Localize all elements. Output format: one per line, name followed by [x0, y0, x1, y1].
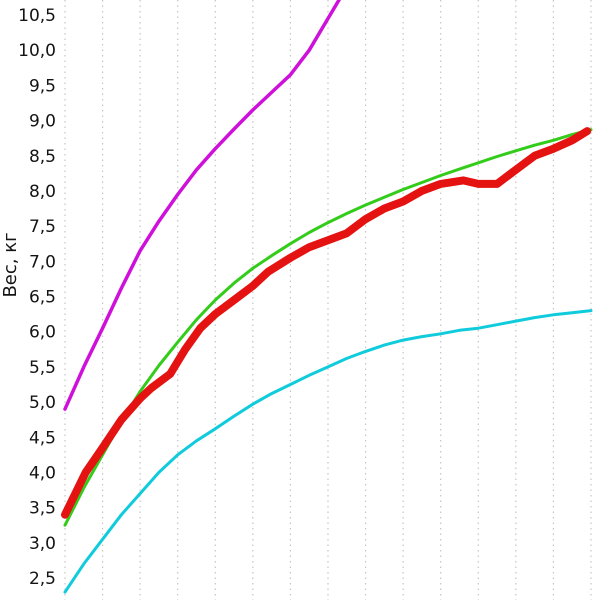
y-tick-label: 10,5 — [18, 6, 56, 26]
series-line-median-percentile — [63, 128, 593, 527]
y-tick-label: 6,0 — [29, 323, 56, 343]
series-layer — [61, 0, 593, 594]
grid-layer — [64, 0, 592, 600]
y-tick-label: 8,5 — [29, 147, 56, 167]
y-axis-title: Вес, кг — [0, 232, 21, 297]
y-tick-label: 6,5 — [29, 288, 56, 308]
y-tick-label: 9,5 — [29, 76, 56, 96]
series-line-actual-weight — [61, 127, 592, 519]
y-tick-label: 3,0 — [29, 534, 56, 554]
y-tick-label: 8,0 — [29, 182, 56, 202]
y-axis-tick-labels: 10,5 10,0 9,5 9,0 8,5 8,0 7,5 7,0 6,5 6,0 5,5 5,0 4,… — [18, 6, 56, 589]
y-tick-label: 4,0 — [29, 463, 56, 483]
y-tick-label: 2,5 — [29, 569, 56, 589]
y-tick-label: 10,0 — [18, 41, 56, 61]
series-line-lower-percentile — [63, 309, 593, 594]
y-tick-label: 4,5 — [29, 428, 56, 448]
y-tick-label: 5,0 — [29, 393, 56, 413]
y-tick-label: 7,0 — [29, 252, 56, 272]
y-tick-label: 7,5 — [29, 217, 56, 237]
y-tick-label: 9,0 — [29, 112, 56, 132]
y-tick-label: 5,5 — [29, 358, 56, 378]
y-tick-label: 3,5 — [29, 499, 56, 519]
series-line-upper-percentile — [63, 0, 342, 411]
